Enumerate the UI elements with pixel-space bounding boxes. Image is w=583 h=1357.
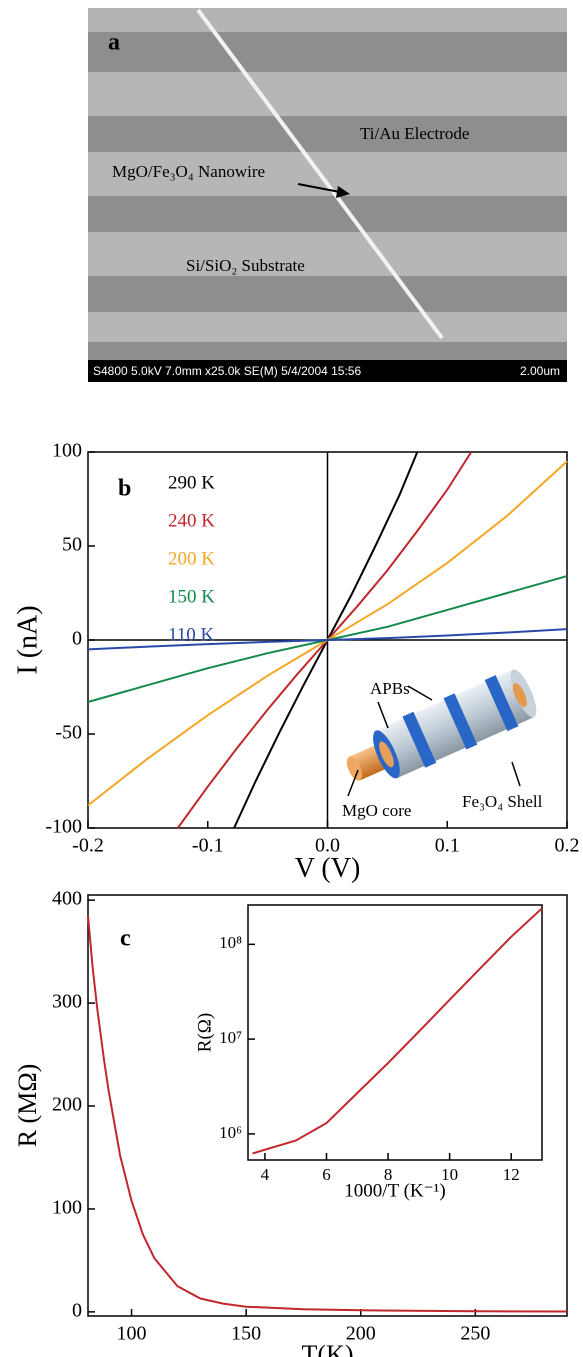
x-tick-label: 6 bbox=[322, 1165, 331, 1184]
y-tick-label: -50 bbox=[55, 722, 82, 744]
y-tick-label: 0 bbox=[72, 1299, 82, 1321]
x-tick-label: 0.1 bbox=[435, 835, 460, 857]
y-tick-label: 400 bbox=[52, 888, 82, 910]
sem-image: a Ti/Au Electrode MgO/Fe₃O₄ Nanowire Si/… bbox=[88, 8, 567, 382]
scale-bar-label: 2.00um bbox=[520, 364, 560, 378]
electrode bbox=[88, 8, 567, 32]
legend-entry: 290 K bbox=[168, 472, 215, 493]
y-tick-label: 200 bbox=[52, 1094, 82, 1116]
annotation: Ti/Au Electrode bbox=[360, 124, 469, 143]
y-tick-label: 10⁶ bbox=[219, 1123, 242, 1142]
info-text: S4800 5.0kV 7.0mm x25.0k SE(M) 5/4/2004 … bbox=[93, 364, 361, 378]
annotation: Si/SiO₂ Substrate bbox=[186, 256, 305, 275]
y-tick-label: 50 bbox=[62, 534, 82, 556]
panel-label: a bbox=[108, 30, 120, 56]
electrode bbox=[88, 72, 567, 116]
diagram-label: MgO core bbox=[342, 801, 411, 820]
x-tick-label: 250 bbox=[460, 1323, 490, 1345]
x-tick-label: 150 bbox=[231, 1323, 261, 1345]
y-tick-label: 100 bbox=[52, 440, 82, 462]
nanowire bbox=[196, 8, 444, 340]
x-tick-label: -0.2 bbox=[72, 835, 104, 857]
data-line bbox=[252, 907, 543, 1155]
legend-entry: 240 K bbox=[168, 510, 215, 531]
data-line bbox=[87, 915, 568, 1313]
diagram-label: Fe₃O₄ Shell bbox=[462, 792, 543, 811]
plot-frame bbox=[247, 904, 543, 1161]
legend-entry: 200 K bbox=[168, 548, 215, 569]
diagram-label: APBs bbox=[370, 679, 410, 698]
electrode bbox=[88, 232, 567, 276]
legend-entry: 110 K bbox=[168, 624, 215, 645]
y-axis-label: R(Ω) bbox=[194, 1013, 215, 1052]
info-bar bbox=[88, 360, 567, 382]
y-axis-label: I (nA) bbox=[12, 605, 43, 674]
panel-label: b bbox=[118, 476, 131, 502]
arrow bbox=[407, 685, 433, 701]
x-tick-label: 12 bbox=[503, 1165, 520, 1184]
legend-entry: 150 K bbox=[168, 586, 215, 607]
x-tick-label: 100 bbox=[117, 1323, 147, 1345]
x-axis-label: T(K) bbox=[302, 1340, 354, 1357]
x-tick-label: 8 bbox=[384, 1165, 393, 1184]
core-end bbox=[512, 682, 527, 708]
annotation: MgO/Fe₃O₄ Nanowire bbox=[112, 162, 265, 181]
y-tick-label: 10⁷ bbox=[219, 1028, 242, 1047]
y-axis-label: R (MΩ) bbox=[13, 1064, 42, 1148]
y-tick-label: -100 bbox=[45, 816, 82, 838]
apb-band bbox=[402, 711, 437, 768]
x-tick-label: 10 bbox=[441, 1165, 458, 1184]
arrow bbox=[511, 761, 521, 787]
x-tick-label: 0.0 bbox=[315, 835, 340, 857]
x-tick-label: 4 bbox=[261, 1165, 270, 1184]
x-axis-label: 1000/T (K⁻¹) bbox=[344, 1181, 445, 1202]
x-tick-label: -0.1 bbox=[192, 835, 224, 857]
arrow bbox=[347, 769, 359, 797]
core-end bbox=[346, 756, 363, 781]
arrow-head bbox=[336, 186, 350, 198]
x-tick-label: 0.2 bbox=[555, 835, 580, 857]
y-tick-label: 10⁸ bbox=[219, 933, 242, 952]
y-tick-label: 300 bbox=[52, 991, 82, 1013]
x-axis-label: V (V) bbox=[295, 853, 361, 884]
panel-label: c bbox=[120, 926, 131, 952]
electrode bbox=[88, 312, 567, 342]
nanowire-diagram: APBs Fe₃O₄ Shell MgO core bbox=[342, 669, 543, 820]
apb-band bbox=[443, 693, 478, 750]
core bbox=[379, 741, 394, 768]
apb-band bbox=[484, 675, 519, 732]
data-line bbox=[87, 628, 568, 651]
arrow bbox=[377, 701, 389, 729]
y-tick-label: 0 bbox=[72, 628, 82, 650]
x-tick-label: 200 bbox=[346, 1323, 376, 1345]
y-tick-label: 100 bbox=[52, 1197, 82, 1219]
